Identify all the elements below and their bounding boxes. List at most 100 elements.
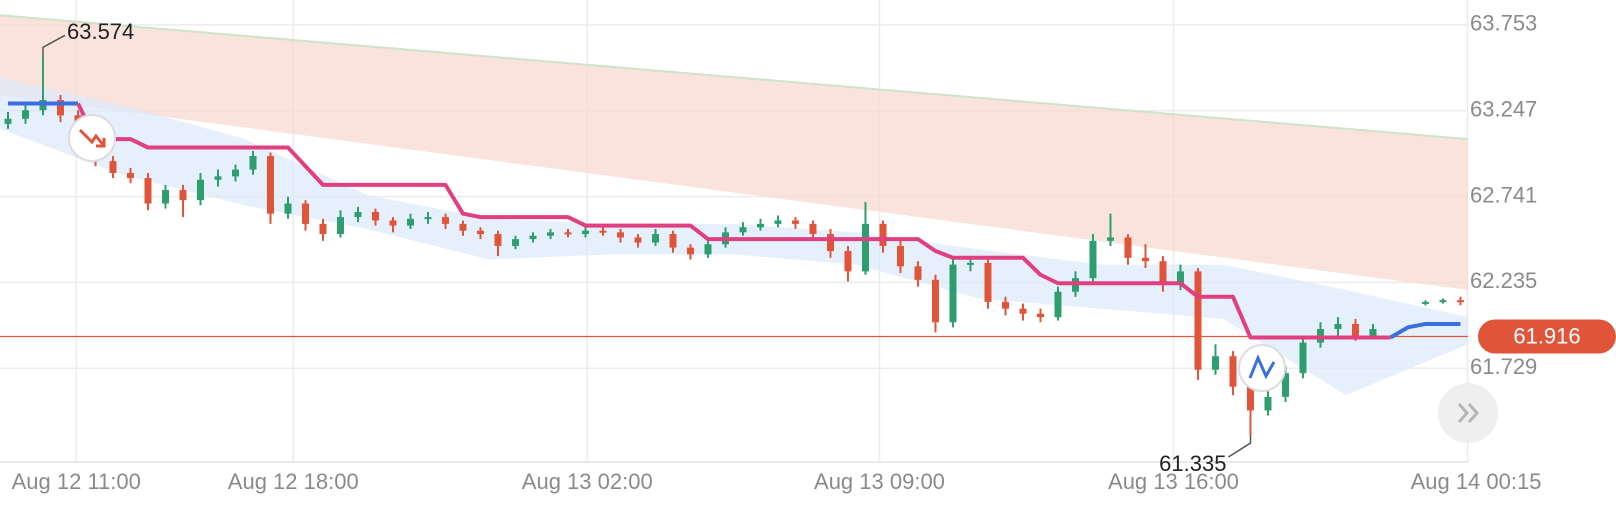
x-tick-label: Aug 13 09:00 [814,469,945,494]
candle-body [581,230,589,235]
candle-body [1369,329,1377,336]
signal-arrow [78,128,106,148]
candle-body [424,217,432,220]
candle-body [1281,373,1289,397]
candle-body [1299,342,1307,374]
candle-body [406,218,414,226]
signal-buy [1238,344,1286,392]
candle-body [109,161,117,173]
candle-body [546,232,554,236]
candle-body [1001,301,1009,309]
candle-body [511,239,519,246]
candle-body [4,118,12,124]
candle-body [1211,356,1219,370]
candle-body [179,189,187,201]
candle-body [301,203,309,224]
candle-body [1194,271,1202,370]
low-leader [1228,435,1252,458]
signal-sell [68,114,116,162]
candle-body [56,100,64,116]
x-tick-label: Aug 12 18:00 [228,469,359,494]
candle-body [476,230,484,235]
candle-body [21,110,29,119]
signal-circle [68,114,116,162]
candle-body [354,212,362,218]
candle-body [634,237,642,243]
signal-arrow [1248,354,1276,380]
candle-body [844,251,852,272]
candle-body [1334,323,1342,330]
candle-body [1124,237,1132,258]
candle-body [1159,261,1167,285]
candle-body [1456,300,1464,303]
candle-body [791,220,799,224]
high-label: 63.574 [67,19,134,44]
candle-body [231,169,239,177]
y-tick-label: 62.741 [1470,182,1537,207]
candle-body [284,203,292,214]
y-tick-label: 63.753 [1470,11,1537,36]
candle-body [686,247,694,255]
candle-body [266,156,274,214]
candle-body [144,178,152,204]
low-label: 61.335 [1159,451,1226,476]
candle-body [1036,313,1044,318]
candle-body [1106,237,1114,241]
scroll-button[interactable] [1438,383,1498,443]
candle-body [931,279,939,323]
resistance-band [0,15,1468,291]
candle-body [599,230,607,233]
candle-body [949,264,957,323]
candle-body [651,234,659,243]
candle-body [774,220,782,224]
candle-body [826,234,834,252]
trail-line [7,101,1461,340]
x-tick-label: Aug 14 00:15 [1411,469,1542,494]
candle-body [249,156,257,170]
candle-body [161,189,169,204]
candle-body [529,235,537,240]
candle-body [126,172,134,179]
candle-body [1246,386,1254,411]
candle-body [1264,396,1272,411]
candle-body [336,217,344,235]
last-price-label: 61.916 [1513,323,1580,348]
candle-body [1421,301,1429,304]
candle-body [914,266,922,280]
candle-body [389,220,397,226]
candle-body [879,223,887,246]
y-tick-label: 62.235 [1470,268,1537,293]
candle-body [564,232,572,235]
candle-body [1141,257,1149,262]
candle-body [441,217,449,224]
y-tick-label: 63.247 [1470,97,1537,122]
candle-body [214,176,222,180]
candle-body [669,234,677,248]
scroll-chevrons[interactable] [1457,403,1480,423]
candle-body [459,223,467,231]
candle-body [739,227,747,233]
candle-body [1089,240,1097,279]
candle-body [319,223,327,235]
candle-body [966,262,974,265]
candle-body [371,212,379,221]
candle-body [1176,271,1184,285]
candle-body [1054,291,1062,318]
candle-body [494,234,502,246]
candle-body [1229,356,1237,387]
y-tick-label: 61.729 [1470,354,1537,379]
candle-body [1351,323,1359,336]
high-leader [42,34,66,56]
candle-body [809,223,817,235]
trail-line [76,102,1391,340]
candle-body [704,244,712,255]
x-tick-label: Aug 13 16:00 [1108,469,1239,494]
candle-body [756,223,764,228]
candle-body [1439,300,1447,303]
candle-body [1019,308,1027,314]
overlays [0,0,1469,463]
candle-body [896,245,904,267]
last-price-tag [1478,319,1616,354]
x-tick-label: Aug 13 02:00 [522,469,653,494]
